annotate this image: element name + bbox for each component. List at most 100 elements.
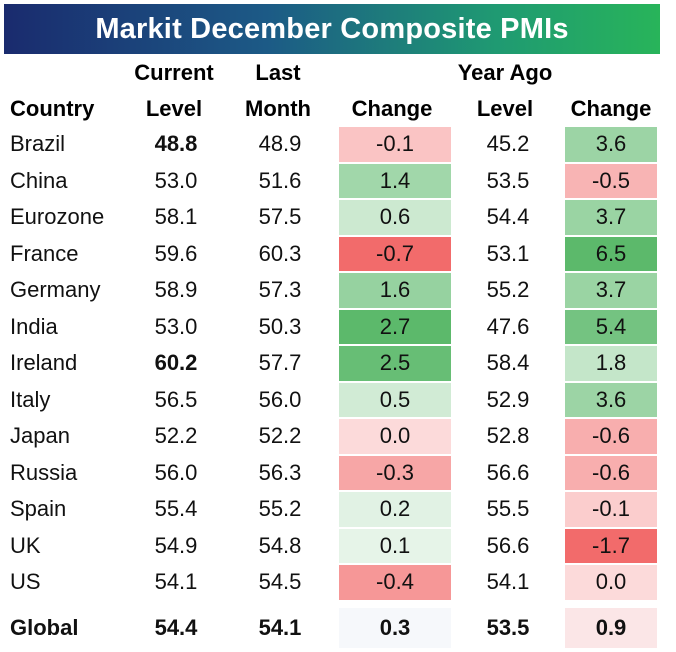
country-cell: India xyxy=(4,310,128,346)
header-last-top: Last xyxy=(255,60,301,85)
year-ago-level-cell: 53.1 xyxy=(454,237,562,273)
header-yearago-level: Level xyxy=(476,96,534,121)
change-cell: 0.5 xyxy=(336,382,454,419)
year-ago-level-cell: 54.4 xyxy=(454,200,562,237)
year-ago-level-cell: 55.5 xyxy=(454,492,562,529)
change-cell: 0.1 xyxy=(336,528,454,565)
change-cell: -0.3 xyxy=(336,455,454,492)
year-ago-level-cell: 53.5 xyxy=(454,608,562,650)
year-ago-level-cell: 58.4 xyxy=(454,346,562,383)
table-title: Markit December Composite PMIs xyxy=(4,4,660,54)
last-month-cell: 57.3 xyxy=(224,273,336,310)
current-level-cell: 54.9 xyxy=(128,529,224,565)
last-month-cell: 56.3 xyxy=(224,456,336,492)
current-level-cell: 48.8 xyxy=(128,127,224,164)
table-row: China 53.0 51.6 1.4 53.5 -0.5 xyxy=(4,163,660,200)
country-cell: Japan xyxy=(4,419,128,456)
change-cell: 0.0 xyxy=(336,419,454,456)
year-ago-level-cell: 52.9 xyxy=(454,383,562,419)
year-ago-level-cell: 56.6 xyxy=(454,529,562,565)
last-month-cell: 57.7 xyxy=(224,346,336,383)
last-month-cell: 54.8 xyxy=(224,529,336,565)
last-month-cell: 55.2 xyxy=(224,492,336,529)
year-ago-change-cell: 3.7 xyxy=(562,200,660,237)
table-row: France 59.6 60.3 -0.7 53.1 6.5 xyxy=(4,236,660,273)
header-country: Country xyxy=(10,96,95,121)
change-cell: 1.4 xyxy=(336,163,454,200)
year-ago-change-cell: 5.4 xyxy=(562,309,660,346)
change-cell: 0.2 xyxy=(336,492,454,529)
table-row: US 54.1 54.5 -0.4 54.1 0.0 xyxy=(4,565,660,602)
header-current-top: Current xyxy=(134,60,214,85)
last-month-cell: 60.3 xyxy=(224,237,336,273)
year-ago-level-cell: 53.5 xyxy=(454,164,562,200)
country-cell: Global xyxy=(4,608,128,650)
year-ago-change-cell: 3.7 xyxy=(562,273,660,310)
table-row: Russia 56.0 56.3 -0.3 56.6 -0.6 xyxy=(4,455,660,492)
global-row: Global 54.4 54.1 0.3 53.5 0.9 xyxy=(4,607,660,650)
country-cell: China xyxy=(4,164,128,200)
table-row: Germany 58.9 57.3 1.6 55.2 3.7 xyxy=(4,273,660,310)
current-level-cell: 54.1 xyxy=(128,565,224,602)
last-month-cell: 56.0 xyxy=(224,383,336,419)
change-cell: 1.6 xyxy=(336,273,454,310)
year-ago-change-cell: 3.6 xyxy=(562,382,660,419)
current-level-cell: 56.0 xyxy=(128,456,224,492)
change-cell: 2.7 xyxy=(336,309,454,346)
current-level-cell: 59.6 xyxy=(128,237,224,273)
year-ago-level-cell: 55.2 xyxy=(454,273,562,310)
current-level-cell: 60.2 xyxy=(128,346,224,383)
header-yearago-top: Year Ago xyxy=(457,60,553,85)
last-month-cell: 48.9 xyxy=(224,127,336,164)
country-cell: US xyxy=(4,565,128,602)
change-cell: 0.6 xyxy=(336,200,454,237)
table-row: India 53.0 50.3 2.7 47.6 5.4 xyxy=(4,309,660,346)
year-ago-change-cell: -0.1 xyxy=(562,492,660,529)
table-row: Ireland 60.2 57.7 2.5 58.4 1.8 xyxy=(4,346,660,383)
table-row: Italy 56.5 56.0 0.5 52.9 3.6 xyxy=(4,382,660,419)
year-ago-level-cell: 47.6 xyxy=(454,310,562,346)
current-level-cell: 55.4 xyxy=(128,492,224,529)
change-cell: -0.4 xyxy=(336,565,454,602)
year-ago-level-cell: 56.6 xyxy=(454,456,562,492)
last-month-cell: 50.3 xyxy=(224,310,336,346)
year-ago-level-cell: 54.1 xyxy=(454,565,562,602)
country-cell: UK xyxy=(4,529,128,565)
last-month-cell: 54.1 xyxy=(224,608,336,650)
year-ago-change-cell: 0.0 xyxy=(562,565,660,602)
change-cell: 0.3 xyxy=(336,607,454,650)
change-cell: -0.7 xyxy=(336,236,454,273)
year-ago-level-cell: 52.8 xyxy=(454,419,562,456)
table-row: Brazil 48.8 48.9 -0.1 45.2 3.6 xyxy=(4,127,660,164)
year-ago-change-cell: -1.7 xyxy=(562,528,660,565)
last-month-cell: 57.5 xyxy=(224,200,336,237)
year-ago-change-cell: 1.8 xyxy=(562,346,660,383)
current-level-cell: 58.1 xyxy=(128,200,224,237)
header-last-month: Month xyxy=(245,96,311,121)
year-ago-change-cell: -0.5 xyxy=(562,163,660,200)
year-ago-change-cell: 0.9 xyxy=(562,607,660,650)
last-month-cell: 51.6 xyxy=(224,164,336,200)
current-level-cell: 53.0 xyxy=(128,164,224,200)
current-level-cell: 53.0 xyxy=(128,310,224,346)
header-current-level: Level xyxy=(145,96,203,121)
country-cell: Brazil xyxy=(4,127,128,164)
year-ago-change-cell: 6.5 xyxy=(562,236,660,273)
country-cell: Ireland xyxy=(4,346,128,383)
year-ago-change-cell: -0.6 xyxy=(562,419,660,456)
table-row: Spain 55.4 55.2 0.2 55.5 -0.1 xyxy=(4,492,660,529)
last-month-cell: 52.2 xyxy=(224,419,336,456)
table-row: Japan 52.2 52.2 0.0 52.8 -0.6 xyxy=(4,419,660,456)
country-cell: France xyxy=(4,237,128,273)
current-level-cell: 56.5 xyxy=(128,383,224,419)
last-month-cell: 54.5 xyxy=(224,565,336,602)
current-level-cell: 54.4 xyxy=(128,608,224,650)
year-ago-change-cell: 3.6 xyxy=(562,127,660,164)
country-cell: Germany xyxy=(4,273,128,310)
year-ago-change-cell: -0.6 xyxy=(562,455,660,492)
pmi-table: Brazil 48.8 48.9 -0.1 45.2 3.6 China 53.0 51.6 1.… xyxy=(4,127,660,650)
header-change: Change xyxy=(351,96,433,121)
change-cell: -0.1 xyxy=(336,127,454,164)
header-yearago-change: Change xyxy=(570,96,652,121)
country-cell: Russia xyxy=(4,456,128,492)
